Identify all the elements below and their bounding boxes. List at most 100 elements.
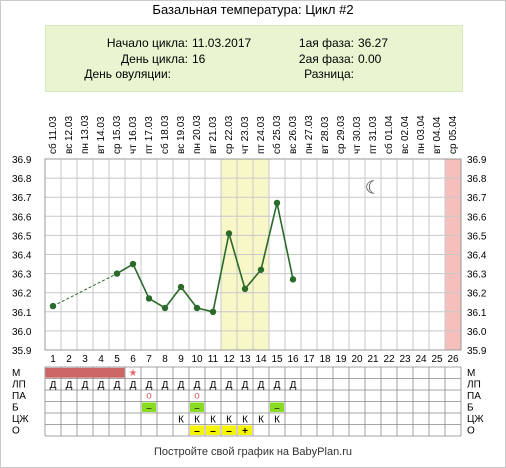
temperature-point [257,266,265,273]
date-header: сб 18.03 [159,115,171,154]
phase1-label: 1ая фаза: [298,36,354,50]
lp-cell: Д [194,380,201,391]
difference-label: Разница: [304,67,354,81]
y-tick-right: 36.1 [467,308,487,319]
y-tick-right: 35.9 [467,346,487,357]
b-cell-mark: – [194,403,199,413]
y-tick-left: 36.2 [12,289,32,300]
date-header: сб 01.04 [383,115,395,154]
phase2-value: 0.00 [358,52,382,66]
o-cell [190,425,204,435]
y-tick-right: 36.4 [467,251,487,262]
temperature-segment [276,202,294,280]
date-header: чт 30.03 [352,116,363,154]
temperature-point [273,199,281,207]
y-tick-left: 36.0 [12,327,32,338]
y-tick-right: 36.3 [467,270,487,281]
y-tick-left: 36.3 [12,270,32,281]
symptom-row-label-right: ПА [467,391,481,402]
day-number: 4 [98,354,104,365]
lp-cell: Д [290,380,297,391]
lp-cell: Д [98,380,105,391]
b-cell [270,402,284,412]
lp-cell: Д [66,380,73,391]
temperature-segment [228,233,246,290]
cycle-day-label: День цикла: [121,52,188,66]
date-header: чт 23.03 [240,116,251,154]
day-number: 20 [351,354,363,365]
day-number: 12 [223,354,235,365]
y-tick-right: 36.2 [467,289,487,300]
symptom-row-label-right: ЦЖ [467,414,484,425]
lp-cell: Д [242,380,249,391]
date-header: вс 26.03 [288,116,299,154]
o-cell [238,425,252,435]
lp-cell: Д [258,380,265,391]
y-tick-left: 36.7 [12,193,32,204]
pa-cell: о [146,391,152,402]
date-header: ср 22.03 [224,115,235,154]
y-tick-right: 36.6 [467,212,487,223]
y-tick-left: 36.4 [12,251,32,262]
y-tick-left: 36.8 [12,174,32,185]
cycle-day-value: 16 [192,52,206,66]
y-tick-right: 36.8 [467,174,487,185]
date-header: вт 14.03 [96,116,107,154]
date-header: пн 13.03 [80,115,91,154]
symptom-row-label-right: О [467,426,475,437]
symptom-row-label-right: ЛП [467,380,481,391]
o-cell-mark: – [194,426,200,437]
day-number: 24 [415,354,427,365]
lp-cell: Д [82,380,89,391]
y-tick-left: 35.9 [12,346,32,357]
czh-cell: К [226,415,232,426]
moon-icon: ☾ [365,178,381,198]
o-cell-mark: – [210,426,216,437]
czh-cell: К [258,415,264,426]
temperature-point [193,304,201,312]
day-number: 8 [162,354,168,365]
day-number: 22 [383,354,395,365]
ovulation-day-label: День овуляции: [84,67,171,81]
symptom-row-label-left: М [12,368,20,379]
temperature-segment [260,202,278,270]
symptom-row-label-left: О [12,426,20,437]
temperature-point [129,260,137,268]
date-header: вт 28.03 [320,116,331,154]
day-number: 18 [319,354,331,365]
date-header: вс 12.03 [64,116,75,154]
y-tick-right: 36.0 [467,327,487,338]
o-cell-mark: – [226,426,232,437]
y-tick-left: 36.1 [12,308,32,319]
day-number: 10 [191,354,203,365]
symptom-row-label-left: ПА [12,391,26,402]
footer-link[interactable]: Постройте свой график на BabyPlan.ru [153,446,353,458]
temperature-point [177,283,185,291]
temperature-segment [132,263,150,299]
date-header: ср 05.04 [448,115,459,154]
temperature-point [241,285,249,293]
y-tick-left: 36.5 [12,231,32,242]
day-number: 5 [114,354,120,365]
pa-cell: о [194,391,200,402]
menses-bar [45,367,125,378]
day-number: 1 [50,354,56,365]
temperature-point [289,276,297,283]
day-number: 26 [447,354,459,365]
lp-cell: Д [130,380,137,391]
day-number: 9 [178,354,184,365]
b-cell [142,402,156,412]
temperature-segment [180,286,198,309]
date-header: сб 25.03 [271,115,283,154]
temperature-segment [52,273,118,307]
day-number: 13 [239,354,251,365]
date-header: вт 21.03 [208,116,219,154]
phase2-label: 2ая фаза: [298,52,354,66]
b-cell-mark: – [146,403,151,413]
lp-cell: Д [210,380,217,391]
temperature-point [225,230,233,237]
day-number: 16 [287,354,299,365]
symptom-row-label-left: Б [12,403,19,414]
day-number: 7 [146,354,152,365]
day-number: 6 [130,354,136,365]
